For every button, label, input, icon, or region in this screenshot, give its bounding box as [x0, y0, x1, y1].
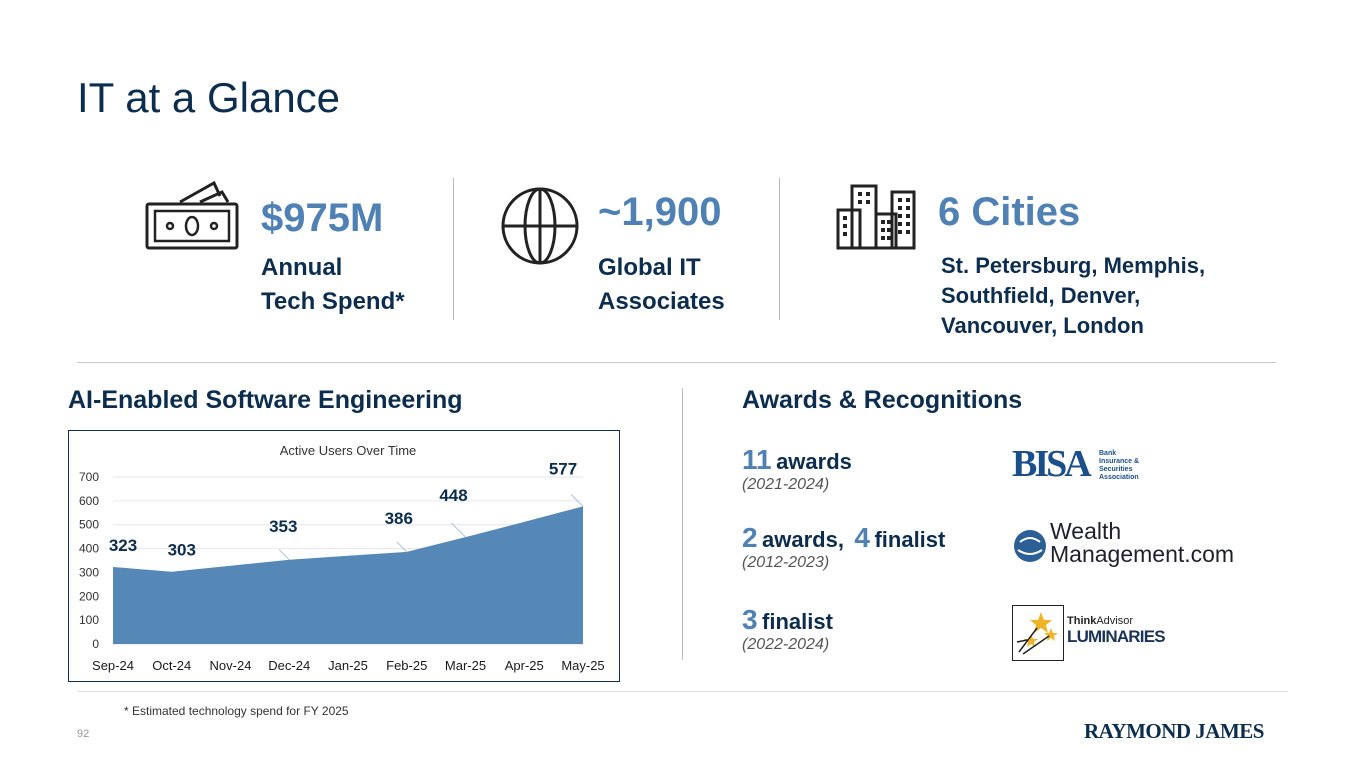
award-item: 2 awards, 4 finalist (2012-2023)	[742, 522, 945, 572]
x-tick-label: May-25	[561, 658, 604, 673]
stat-associates-label: Global IT Associates	[598, 251, 725, 319]
ai-section-heading: AI-Enabled Software Engineering	[68, 386, 463, 414]
stat-cities-value: 6 Cities	[938, 190, 1081, 234]
stat-cities-line2: Southfield, Denver,	[941, 283, 1141, 308]
y-tick-label: 400	[79, 542, 99, 556]
award-count: 11	[742, 444, 772, 475]
luminaries-wordmark: LUMINARIES	[1067, 627, 1166, 646]
y-tick-label: 0	[92, 637, 99, 651]
x-tick-label: Sep-24	[92, 658, 134, 673]
award-years: (2012-2023)	[742, 554, 830, 571]
award-label: finalist	[762, 609, 833, 634]
award-count: 3	[742, 604, 758, 635]
data-label: 577	[549, 459, 577, 478]
stat-spend-line1: Annual	[261, 254, 343, 281]
thinkadvisor-wordmark: ThinkAdvisor	[1067, 615, 1134, 627]
data-label-leader	[451, 522, 466, 538]
bisa-logo-text: BISA	[1012, 443, 1092, 485]
chart-title: Active Users Over Time	[280, 443, 417, 458]
stat-cities-line1: St. Petersburg, Memphis,	[941, 253, 1206, 278]
data-label: 303	[168, 541, 196, 560]
x-tick-label: Nov-24	[210, 658, 252, 673]
divider	[453, 178, 454, 320]
award-label: awards	[776, 449, 852, 474]
award-item: 3 finalist (2022-2024)	[742, 604, 833, 654]
x-tick-label: Feb-25	[386, 658, 427, 673]
divider	[682, 388, 683, 660]
x-tick-label: Apr-25	[505, 658, 544, 673]
stat-cities-label: St. Petersburg, Memphis, Southfield, Den…	[941, 251, 1205, 341]
y-tick-label: 700	[79, 470, 99, 484]
money-icon	[144, 180, 240, 252]
stat-cities-line3: Vancouver, London	[941, 313, 1144, 338]
finalist-label: finalist	[874, 527, 946, 552]
buildings-icon	[836, 184, 916, 250]
stat-spend-label: Annual Tech Spend*	[261, 251, 405, 319]
divider	[779, 178, 780, 320]
raymond-james-logo: RAYMOND JAMES	[1084, 719, 1264, 743]
y-tick-label: 200	[79, 589, 99, 603]
data-label-leader	[570, 493, 584, 507]
x-tick-label: Oct-24	[152, 658, 191, 673]
award-item: 11 awards (2021-2024)	[742, 444, 852, 494]
page-number: 92	[77, 728, 90, 740]
x-tick-label: Mar-25	[445, 658, 486, 673]
stat-associates-line2: Associates	[598, 288, 725, 315]
award-years: (2022-2024)	[742, 636, 830, 653]
wealth-management-logo: Wealth Management.com	[1012, 518, 1276, 572]
stat-spend-line2: Tech Spend*	[261, 288, 405, 315]
footnote: * Estimated technology spend for FY 2025	[124, 704, 349, 718]
stat-associates-line1: Global IT	[598, 254, 701, 281]
chart-frame: Active Users Over Time 0 100 200 300 400 500 60…	[68, 430, 620, 682]
award-years: (2021-2024)	[742, 476, 830, 493]
data-label: 323	[109, 536, 137, 555]
footer-divider	[77, 691, 1288, 692]
wealth-logo-line2: Management.com	[1050, 541, 1235, 567]
data-label-leader	[278, 549, 290, 561]
bisa-logo-subtext: Bank Insurance & Securities Association	[1099, 450, 1140, 481]
data-label: 386	[385, 509, 413, 528]
x-tick-label: Jan-25	[328, 658, 368, 673]
y-tick-label: 300	[79, 565, 99, 579]
stat-associates-value: ~1,900	[598, 190, 722, 234]
y-tick-label: 600	[79, 494, 99, 508]
award-count: 2	[742, 522, 758, 553]
data-label: 353	[269, 517, 297, 536]
globe-icon	[500, 186, 580, 266]
area-series	[113, 506, 583, 644]
page-title: IT at a Glance	[77, 74, 341, 121]
luminaries-star-icon	[1012, 605, 1064, 661]
wealth-logo-line1: Wealth	[1050, 518, 1122, 544]
x-tick-label: Dec-24	[268, 658, 310, 673]
globe-icon	[1014, 530, 1046, 562]
y-tick-label: 500	[79, 518, 99, 532]
data-label: 448	[439, 486, 467, 505]
finalist-count: 4	[854, 522, 870, 553]
awards-section-heading: Awards & Recognitions	[742, 386, 1023, 414]
y-tick-label: 100	[79, 613, 99, 627]
data-label-leader	[396, 541, 408, 553]
bisa-logo: BISA Bank Insurance & Securities Associa…	[1012, 443, 1152, 486]
active-users-chart: Active Users Over Time 0 100 200 300 400 500 60…	[79, 443, 605, 673]
stat-spend-value: $975M	[261, 196, 384, 240]
thinkadvisor-logo: ThinkAdvisor LUMINARIES	[1012, 605, 1166, 663]
award-label: awards,	[762, 527, 844, 552]
section-divider	[77, 362, 1276, 363]
